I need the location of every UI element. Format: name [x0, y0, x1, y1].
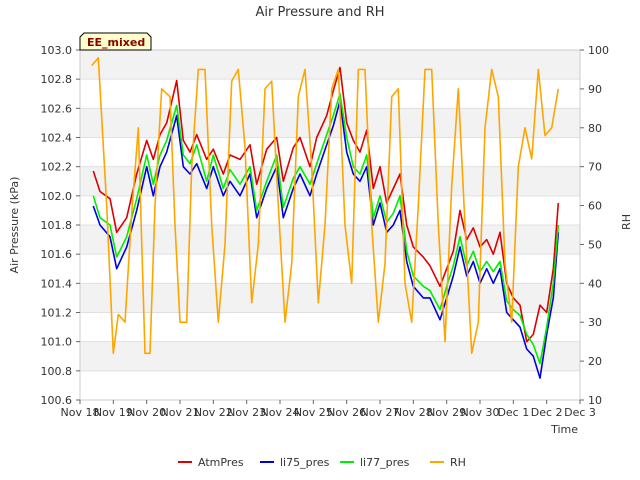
y-right-tick-label: 20 [588, 355, 602, 368]
series-line-rh [91, 56, 560, 355]
x-axis-label: Time [550, 423, 578, 436]
y-left-tick-label: 100.6 [41, 394, 73, 407]
y-left-tick-label: 101.4 [41, 277, 73, 290]
series-line-atmpres [92, 66, 560, 343]
y-axis-right-ticks: 10 20 30 40 50 60 70 80 90 100 [580, 44, 609, 407]
y-left-tick-label: 100.8 [41, 365, 73, 378]
y-left-tick-label: 102.0 [41, 190, 73, 203]
x-tick-label: Nov 25 [294, 406, 333, 419]
y-axis-right-label: RH [620, 214, 633, 230]
y-right-tick-label: 30 [588, 316, 602, 329]
y-left-tick-label: 103.0 [41, 44, 73, 57]
x-tick-label: Nov 30 [461, 406, 500, 419]
y-left-tick-label: 101.2 [41, 307, 73, 320]
y-left-tick-label: 102.4 [41, 132, 73, 145]
y-right-tick-label: 50 [588, 238, 602, 251]
band [80, 283, 580, 313]
legend-label: RH [450, 456, 466, 469]
x-tick-label: Nov 24 [261, 406, 300, 419]
y-right-tick-label: 40 [588, 277, 602, 290]
y-axis-left-ticks: 100.6 100.8 101.0 101.2 101.4 101.6 101.8 102.0… [41, 44, 80, 407]
badge-label: EE_mixed [87, 36, 145, 49]
x-tick-label: Nov 20 [127, 406, 166, 419]
y-axis-left-label: Air Pressure (kPa) [8, 177, 21, 274]
badge: EE_mixed [79, 32, 152, 51]
band [80, 225, 580, 255]
x-tick-label: Nov 19 [94, 406, 133, 419]
y-right-tick-label: 90 [588, 83, 602, 96]
y-left-tick-label: 101.8 [41, 219, 73, 232]
y-right-tick-label: 10 [588, 394, 602, 407]
y-right-tick-label: 60 [588, 200, 602, 213]
x-tick-label: Nov 28 [394, 406, 433, 419]
x-tick-label: Dec 2 [531, 406, 563, 419]
y-left-tick-label: 102.6 [41, 102, 73, 115]
legend-label: AtmPres [198, 456, 244, 469]
legend-label: li77_pres [360, 456, 410, 469]
x-tick-label: Dec 1 [497, 406, 529, 419]
badge-box [79, 32, 152, 51]
y-left-tick-label: 101.6 [41, 248, 73, 261]
x-tick-label: Nov 27 [361, 406, 400, 419]
x-tick-label: Dec 3 [564, 406, 596, 419]
band [80, 50, 580, 80]
series-group [91, 56, 560, 379]
legend: AtmPres li75_pres li77_pres RH [178, 456, 466, 469]
x-tick-label: Nov 23 [227, 406, 266, 419]
y-right-tick-label: 100 [588, 44, 609, 57]
y-left-tick-label: 102.8 [41, 73, 73, 86]
series-line-li77-pres [92, 92, 560, 365]
chart-title: Air Pressure and RH [255, 5, 384, 20]
y-left-tick-label: 101.0 [41, 336, 73, 349]
y-right-tick-label: 70 [588, 161, 602, 174]
x-tick-label: Nov 18 [61, 406, 100, 419]
band [80, 166, 580, 196]
x-tick-label: Nov 21 [161, 406, 200, 419]
series-line-li75-pres [92, 100, 560, 379]
x-tick-label: Nov 26 [327, 406, 366, 419]
x-tick-label: Nov 22 [194, 406, 233, 419]
legend-label: li75_pres [280, 456, 330, 469]
x-tick-label: Nov 29 [427, 406, 466, 419]
band [80, 341, 580, 371]
y-left-tick-label: 102.2 [41, 161, 73, 174]
y-right-tick-label: 80 [588, 122, 602, 135]
